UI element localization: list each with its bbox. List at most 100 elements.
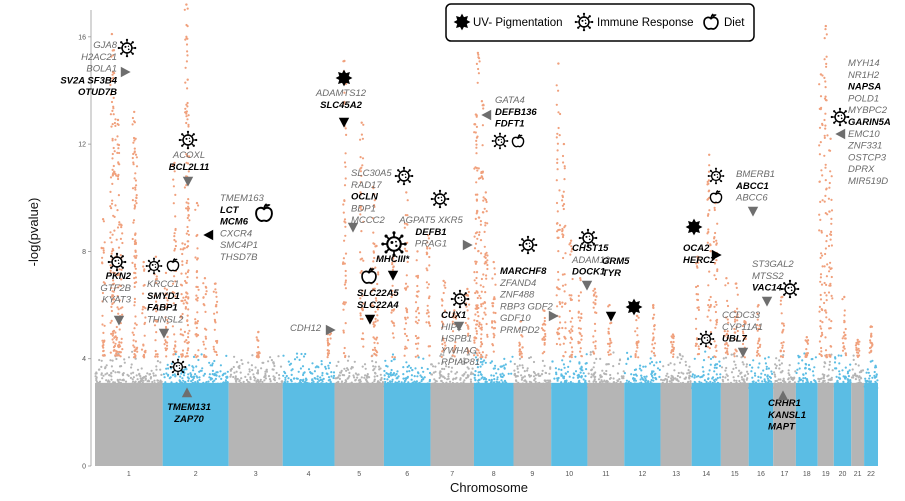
snp-point-significant xyxy=(844,333,847,336)
snp-point xyxy=(403,386,406,389)
snp-point xyxy=(645,387,648,390)
snp-point-significant xyxy=(359,156,362,159)
snp-point xyxy=(195,375,198,378)
x-tick-label-chr17: 17 xyxy=(781,471,789,478)
snp-point-significant xyxy=(343,346,346,350)
snp-point xyxy=(179,381,183,384)
snp-point xyxy=(658,368,661,371)
snp-point xyxy=(187,384,190,388)
snp-point-significant xyxy=(706,214,710,217)
snp-point-significant xyxy=(843,319,846,322)
snp-point-significant xyxy=(480,290,483,293)
snp-point-significant xyxy=(492,302,495,305)
snp-point-significant xyxy=(195,335,198,338)
snp-point xyxy=(572,372,575,375)
snp-point xyxy=(469,378,472,381)
snp-point xyxy=(144,375,147,378)
snp-point-significant xyxy=(212,348,215,351)
snp-point xyxy=(618,359,622,362)
snp-point xyxy=(175,381,178,384)
snp-point xyxy=(168,383,171,386)
snp-point-significant xyxy=(484,356,487,359)
snp-point xyxy=(764,373,767,376)
snp-point-significant xyxy=(709,250,712,253)
snp-point xyxy=(739,371,742,375)
snp-point xyxy=(844,375,847,378)
snp-point xyxy=(115,387,118,390)
snp-point-significant xyxy=(483,245,486,248)
snp-point xyxy=(211,364,214,367)
snp-point-significant xyxy=(824,212,827,215)
snp-point-significant xyxy=(360,208,363,211)
snp-point xyxy=(209,383,212,386)
snp-point xyxy=(688,374,691,377)
snp-point xyxy=(829,378,832,381)
snp-point-significant xyxy=(132,219,136,222)
snp-point xyxy=(454,359,458,362)
snp-point xyxy=(316,375,319,378)
snp-point xyxy=(626,351,629,354)
snp-point xyxy=(493,378,496,381)
snp-point xyxy=(345,386,348,389)
snp-point xyxy=(608,377,612,380)
x-axis: 1 2 3 4 5 6 7 8 9 10 11 12 13 14 15 16 17 18 19 20 21 22 xyxy=(127,471,875,478)
snp-point-significant xyxy=(342,203,345,206)
snp-point-significant xyxy=(475,307,478,310)
snp-point xyxy=(852,358,855,361)
snp-point xyxy=(269,356,272,359)
snp-point-significant xyxy=(830,320,833,323)
snp-point-significant xyxy=(820,331,824,334)
snp-point xyxy=(551,385,555,389)
snp-point xyxy=(248,370,251,373)
snp-point xyxy=(521,376,524,379)
snp-point-significant xyxy=(112,164,115,168)
snp-point-significant xyxy=(185,261,188,265)
snp-point-significant xyxy=(173,247,177,250)
snp-point-significant xyxy=(115,325,118,329)
snp-point-significant xyxy=(479,327,482,330)
snp-point xyxy=(593,378,596,381)
snp-point-significant xyxy=(179,333,182,336)
snp-point-significant xyxy=(806,352,809,355)
snp-peak-point xyxy=(203,277,207,280)
snp-point xyxy=(746,384,750,388)
snp-point xyxy=(752,380,755,383)
snp-point-significant xyxy=(181,263,184,266)
snp-point xyxy=(709,363,712,366)
snp-point xyxy=(787,378,790,381)
snp-point-significant xyxy=(110,319,113,322)
snp-point xyxy=(407,364,411,367)
snp-point-significant xyxy=(102,251,105,254)
snp-point xyxy=(560,385,563,388)
snp-point-significant xyxy=(377,271,380,274)
snp-point xyxy=(546,385,549,388)
snp-point xyxy=(504,363,507,366)
snp-point xyxy=(389,380,392,383)
snp-point-significant xyxy=(405,287,408,290)
snp-point-significant xyxy=(134,188,137,191)
snp-point xyxy=(434,381,437,385)
apple-icon xyxy=(361,267,377,284)
snp-point-significant xyxy=(111,199,114,202)
snp-point xyxy=(216,382,219,385)
snp-point xyxy=(444,387,447,390)
chromosome-band xyxy=(833,382,852,466)
snp-point xyxy=(724,376,727,379)
snp-point xyxy=(685,386,688,389)
y-tick-label: 8 xyxy=(82,249,86,256)
locus-marker-left xyxy=(203,229,214,241)
snp-point xyxy=(455,376,458,379)
snp-point xyxy=(365,374,369,377)
snp-point-significant xyxy=(154,319,157,322)
snp-point-significant xyxy=(819,280,822,283)
snp-point-significant xyxy=(342,102,346,105)
snp-point xyxy=(247,361,250,364)
snp-point xyxy=(629,381,632,385)
snp-point xyxy=(842,382,846,385)
snp-point-significant xyxy=(113,72,116,75)
snp-point xyxy=(410,374,413,377)
snp-point-significant xyxy=(179,315,182,318)
snp-point-significant xyxy=(133,265,136,268)
snp-point-significant xyxy=(133,139,136,142)
snp-point xyxy=(652,379,655,382)
